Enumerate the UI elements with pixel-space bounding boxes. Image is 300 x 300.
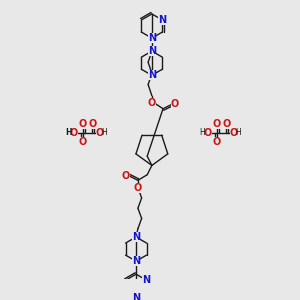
Text: O: O [222, 118, 230, 129]
Text: O: O [88, 118, 97, 129]
Text: N: N [142, 275, 151, 285]
Text: N: N [148, 46, 156, 56]
Text: H: H [236, 128, 241, 137]
Text: N: N [132, 232, 140, 242]
Text: H: H [199, 128, 205, 137]
Text: O: O [79, 137, 87, 147]
Text: O: O [230, 128, 238, 138]
Text: O: O [213, 137, 221, 147]
Text: O: O [79, 118, 87, 129]
Text: O: O [213, 118, 221, 129]
Text: N: N [148, 70, 156, 80]
Text: O: O [134, 183, 142, 193]
Text: N: N [132, 256, 140, 266]
Text: O: O [70, 128, 78, 138]
Text: H: H [102, 128, 107, 137]
Text: O: O [96, 128, 104, 138]
Text: N: N [148, 33, 156, 43]
Text: O: O [122, 171, 130, 181]
Text: O: O [171, 99, 179, 109]
Text: N: N [158, 15, 166, 25]
Text: H: H [65, 128, 71, 137]
Text: O: O [148, 98, 156, 108]
Text: N: N [132, 293, 140, 300]
Text: O: O [203, 128, 212, 138]
